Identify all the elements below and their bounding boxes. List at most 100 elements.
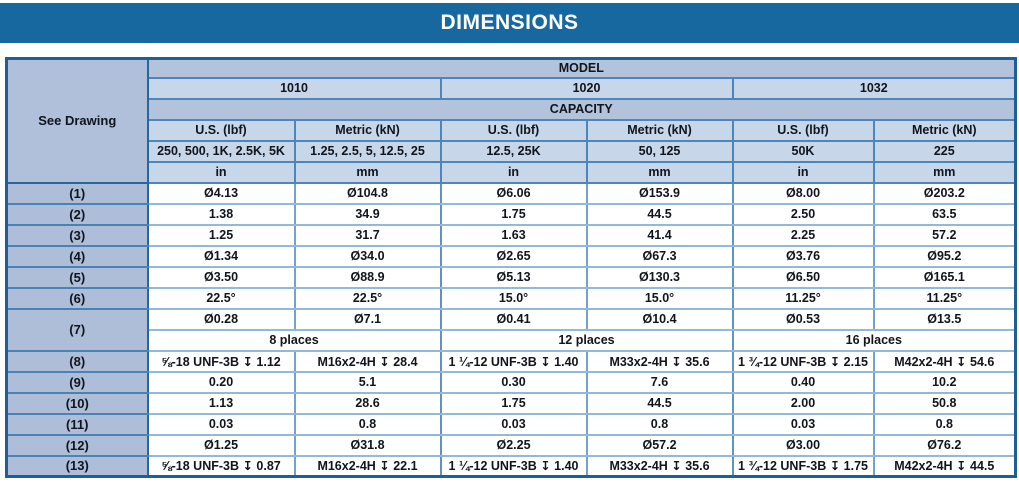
table-cell: 34.9 — [293, 202, 442, 226]
places-cell: 12 places — [439, 328, 734, 352]
table-cell: 44.5 — [585, 391, 734, 415]
row-label: (8) — [5, 349, 149, 373]
table-cell: 1.63 — [439, 223, 588, 247]
table-cell: Ø2.65 — [439, 244, 588, 268]
page-title-text: DIMENSIONS — [440, 11, 579, 34]
table-cell: Ø3.00 — [731, 433, 875, 457]
table-cell: 41.4 — [585, 223, 734, 247]
table-cell: M16x2-4H ↧ 22.1 — [293, 454, 442, 478]
table-row: (5) Ø3.50 Ø88.9 Ø5.13 Ø130.3 Ø6.50 Ø165.1 — [5, 265, 1017, 289]
table-cell: Ø165.1 — [872, 265, 1017, 289]
table-cell: 0.20 — [146, 370, 296, 394]
row-label: (1) — [5, 181, 149, 205]
table-cell: 11.25° — [731, 286, 875, 310]
table-cell: 0.8 — [293, 412, 442, 436]
table-cell: 1.25 — [146, 223, 296, 247]
table-row: (4) Ø1.34 Ø34.0 Ø2.65 Ø67.3 Ø3.76 Ø95.2 — [5, 244, 1017, 268]
table-cell: 0.03 — [439, 412, 588, 436]
table-cell: Ø1.34 — [146, 244, 296, 268]
metric-label-1020: Metric (kN) — [585, 118, 734, 142]
table-cell: Ø203.2 — [872, 181, 1017, 205]
dimensions-table-container: See Drawing MODEL 1010 1020 1032 CAPACIT… — [5, 57, 1018, 478]
table-cell: Ø95.2 — [872, 244, 1017, 268]
table-cell: Ø88.9 — [293, 265, 442, 289]
row-label: (9) — [5, 370, 149, 394]
table-cell: 0.30 — [439, 370, 588, 394]
us-capacity-1020: 12.5, 25K — [439, 139, 588, 163]
places-cell: 16 places — [731, 328, 1017, 352]
table-row: (10) 1.13 28.6 1.75 44.5 2.00 50.8 — [5, 391, 1017, 415]
table-cell: Ø4.13 — [146, 181, 296, 205]
us-unit-1032: in — [731, 160, 875, 184]
table-cell: Ø3.76 — [731, 244, 875, 268]
table-cell: Ø10.4 — [585, 307, 734, 331]
table-cell: Ø8.00 — [731, 181, 875, 205]
table-cell: Ø153.9 — [585, 181, 734, 205]
table-cell: 0.03 — [146, 412, 296, 436]
table-cell: Ø130.3 — [585, 265, 734, 289]
table-cell: 10.2 — [872, 370, 1017, 394]
table-cell: 22.5° — [146, 286, 296, 310]
table-cell: Ø3.50 — [146, 265, 296, 289]
model-name-1032: 1032 — [731, 76, 1017, 100]
model-name-1020: 1020 — [439, 76, 734, 100]
table-cell: M42x2-4H ↧ 54.6 — [872, 349, 1017, 373]
table-cell: 1 ¾-12 UNF-3B ↧ 1.75 — [731, 454, 875, 478]
us-unit-1020: in — [439, 160, 588, 184]
table-cell: Ø57.2 — [585, 433, 734, 457]
table-row: (6) 22.5° 22.5° 15.0° 15.0° 11.25° 11.25° — [5, 286, 1017, 310]
row-label: (5) — [5, 265, 149, 289]
table-row: (9) 0.20 5.1 0.30 7.6 0.40 10.2 — [5, 370, 1017, 394]
metric-capacity-1010: 1.25, 2.5, 5, 12.5, 25 — [293, 139, 442, 163]
table-row: (3) 1.25 31.7 1.63 41.4 2.25 57.2 — [5, 223, 1017, 247]
table-cell: Ø104.8 — [293, 181, 442, 205]
table-cell: Ø1.25 — [146, 433, 296, 457]
row-label: (13) — [5, 454, 149, 478]
us-unit-1010: in — [146, 160, 296, 184]
row-label: (11) — [5, 412, 149, 436]
us-label-1032: U.S. (lbf) — [731, 118, 875, 142]
table-cell: M33x2-4H ↧ 35.6 — [585, 349, 734, 373]
table-header: See Drawing MODEL 1010 1020 1032 CAPACIT… — [5, 57, 1017, 184]
metric-unit-1020: mm — [585, 160, 734, 184]
table-cell: Ø13.5 — [872, 307, 1017, 331]
table-cell: 28.6 — [293, 391, 442, 415]
us-label-1010: U.S. (lbf) — [146, 118, 296, 142]
row-label: (10) — [5, 391, 149, 415]
table-row: (12) Ø1.25 Ø31.8 Ø2.25 Ø57.2 Ø3.00 Ø76.2 — [5, 433, 1017, 457]
table-cell: 15.0° — [585, 286, 734, 310]
table-cell: 1.13 — [146, 391, 296, 415]
metric-unit-1032: mm — [872, 160, 1017, 184]
metric-capacity-1020: 50, 125 — [585, 139, 734, 163]
table-cell: Ø0.41 — [439, 307, 588, 331]
table-cell: 44.5 — [585, 202, 734, 226]
page-title: DIMENSIONS — [0, 3, 1019, 43]
metric-label-1010: Metric (kN) — [293, 118, 442, 142]
table-cell: Ø31.8 — [293, 433, 442, 457]
table-cell: 2.50 — [731, 202, 875, 226]
table-cell: 0.8 — [585, 412, 734, 436]
table-row: (2) 1.38 34.9 1.75 44.5 2.50 63.5 — [5, 202, 1017, 226]
table-cell: ⅝-18 UNF-3B ↧ 1.12 — [146, 349, 296, 373]
table-cell: 31.7 — [293, 223, 442, 247]
table-cell: 1 ¾-12 UNF-3B ↧ 2.15 — [731, 349, 875, 373]
table-cell: M33x2-4H ↧ 35.6 — [585, 454, 734, 478]
row-label: (12) — [5, 433, 149, 457]
table-row: (7) Ø0.28 Ø7.1 Ø0.41 Ø10.4 Ø0.53 Ø13.5 — [5, 307, 1017, 352]
row-label: (6) — [5, 286, 149, 310]
table-cell: 63.5 — [872, 202, 1017, 226]
table-cell: 2.25 — [731, 223, 875, 247]
metric-capacity-1032: 225 — [872, 139, 1017, 163]
table-cell: 7.6 — [585, 370, 734, 394]
dimension-rows: (1) Ø4.13 Ø104.8 Ø6.06 Ø153.9 Ø8.00 Ø203.2 (2) 1… — [5, 181, 1017, 478]
table-cell: 1 ¼-12 UNF-3B ↧ 1.40 — [439, 454, 588, 478]
metric-label-1032: Metric (kN) — [872, 118, 1017, 142]
table-cell: 57.2 — [872, 223, 1017, 247]
table-cell: Ø67.3 — [585, 244, 734, 268]
table-cell: M42x2-4H ↧ 44.5 — [872, 454, 1017, 478]
row-label: (4) — [5, 244, 149, 268]
model-header: MODEL — [146, 57, 1017, 79]
table-row: (11) 0.03 0.8 0.03 0.8 0.03 0.8 — [5, 412, 1017, 436]
table-cell: 11.25° — [872, 286, 1017, 310]
us-capacity-1010: 250, 500, 1K, 2.5K, 5K — [146, 139, 296, 163]
